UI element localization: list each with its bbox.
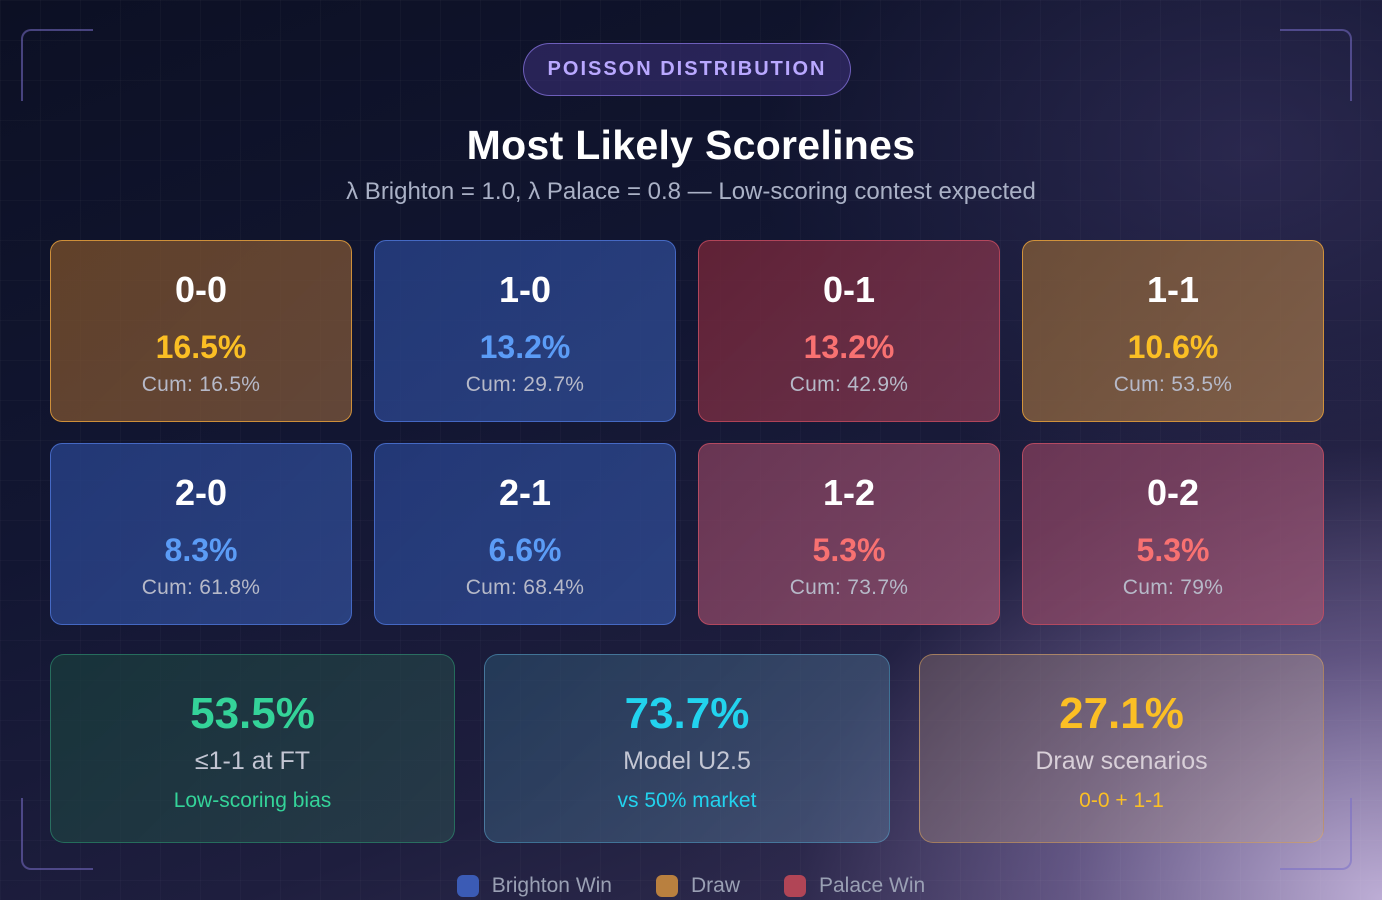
corner-bracket-bottom-right — [1280, 798, 1352, 870]
page-title: Most Likely Scorelines — [466, 122, 916, 168]
scoreline-card-2-1: 2-1 6.6% Cum: 68.4% — [374, 443, 676, 625]
legend-label: Draw — [690, 874, 740, 897]
stat-card-low-scoring: 53.5% ≤1-1 at FT Low-scoring bias — [50, 654, 455, 843]
legend-swatch-draw — [655, 875, 678, 897]
scoreline-cumulative: Cum: 79% — [1122, 576, 1224, 599]
scoreline-score: 1-1 — [1146, 269, 1200, 310]
page-subtitle: λ Brighton = 1.0, λ Palace = 0.8 — Low-s… — [346, 178, 1036, 205]
stat-label: Draw scenarios — [1035, 747, 1208, 775]
stat-note: 0-0 + 1-1 — [1079, 789, 1164, 812]
section-badge: POISSON DISTRIBUTION — [523, 43, 851, 96]
scoreline-card-1-0: 1-0 13.2% Cum: 29.7% — [374, 240, 676, 422]
stat-label: Model U2.5 — [623, 747, 751, 775]
legend-item-palace: Palace Win — [784, 874, 925, 898]
scoreline-probability: 10.6% — [1127, 329, 1219, 365]
scoreline-card-1-1: 1-1 10.6% Cum: 53.5% — [1022, 240, 1324, 422]
scoreline-probability: 8.3% — [164, 532, 238, 568]
legend-swatch-brighton — [456, 875, 479, 897]
scoreline-score: 2-0 — [174, 472, 228, 513]
scoreline-score: 0-2 — [1146, 472, 1200, 513]
stat-note: Low-scoring bias — [173, 789, 332, 812]
stat-value: 73.7% — [624, 689, 750, 738]
scoreline-card-0-1: 0-1 13.2% Cum: 42.9% — [698, 240, 1000, 422]
stat-value: 27.1% — [1059, 689, 1184, 738]
scoreline-cumulative: Cum: 73.7% — [789, 576, 909, 599]
stat-label: ≤1-1 at FT — [194, 747, 311, 775]
corner-bracket-bottom-left — [21, 798, 93, 870]
scoreline-probability: 16.5% — [155, 329, 247, 365]
scoreline-probability: 5.3% — [1136, 532, 1210, 568]
scoreline-score: 1-0 — [498, 269, 552, 310]
scoreline-cumulative: Cum: 29.7% — [465, 373, 585, 396]
scoreline-probability: 13.2% — [479, 329, 571, 365]
scoreline-card-0-0: 0-0 16.5% Cum: 16.5% — [50, 240, 352, 422]
legend-label: Brighton Win — [491, 874, 612, 897]
scoreline-cumulative: Cum: 53.5% — [1113, 373, 1233, 396]
stat-value: 53.5% — [190, 689, 315, 738]
scoreline-cumulative: Cum: 16.5% — [141, 373, 261, 396]
stat-note: vs 50% market — [617, 789, 757, 812]
stat-card-under-2-5: 73.7% Model U2.5 vs 50% market — [484, 654, 890, 843]
scoreline-probability: 5.3% — [812, 532, 886, 568]
scoreline-cumulative: Cum: 61.8% — [141, 576, 261, 599]
scoreline-score: 1-2 — [822, 472, 876, 513]
scoreline-score: 0-1 — [822, 269, 876, 310]
stat-card-draw-scenarios: 27.1% Draw scenarios 0-0 + 1-1 — [919, 654, 1324, 843]
scoreline-score: 0-0 — [174, 269, 228, 310]
scoreline-probability: 6.6% — [488, 532, 562, 568]
corner-bracket-top-left — [21, 29, 93, 101]
legend-label: Palace Win — [819, 874, 926, 897]
scoreline-score: 2-1 — [498, 472, 552, 513]
scoreline-cumulative: Cum: 68.4% — [465, 576, 585, 599]
scoreline-probability: 13.2% — [803, 329, 895, 365]
scoreline-card-2-0: 2-0 8.3% Cum: 61.8% — [50, 443, 352, 625]
scoreline-cumulative: Cum: 42.9% — [789, 373, 909, 396]
legend-swatch-palace — [784, 875, 806, 897]
corner-bracket-top-right — [1280, 29, 1352, 101]
scoreline-card-1-2: 1-2 5.3% Cum: 73.7% — [698, 443, 1000, 625]
legend: Brighton Win Draw Palace Win — [0, 874, 1382, 898]
scoreline-card-0-2: 0-2 5.3% Cum: 79% — [1022, 443, 1324, 625]
legend-item-brighton: Brighton Win — [456, 874, 612, 898]
legend-item-draw: Draw — [655, 874, 740, 898]
